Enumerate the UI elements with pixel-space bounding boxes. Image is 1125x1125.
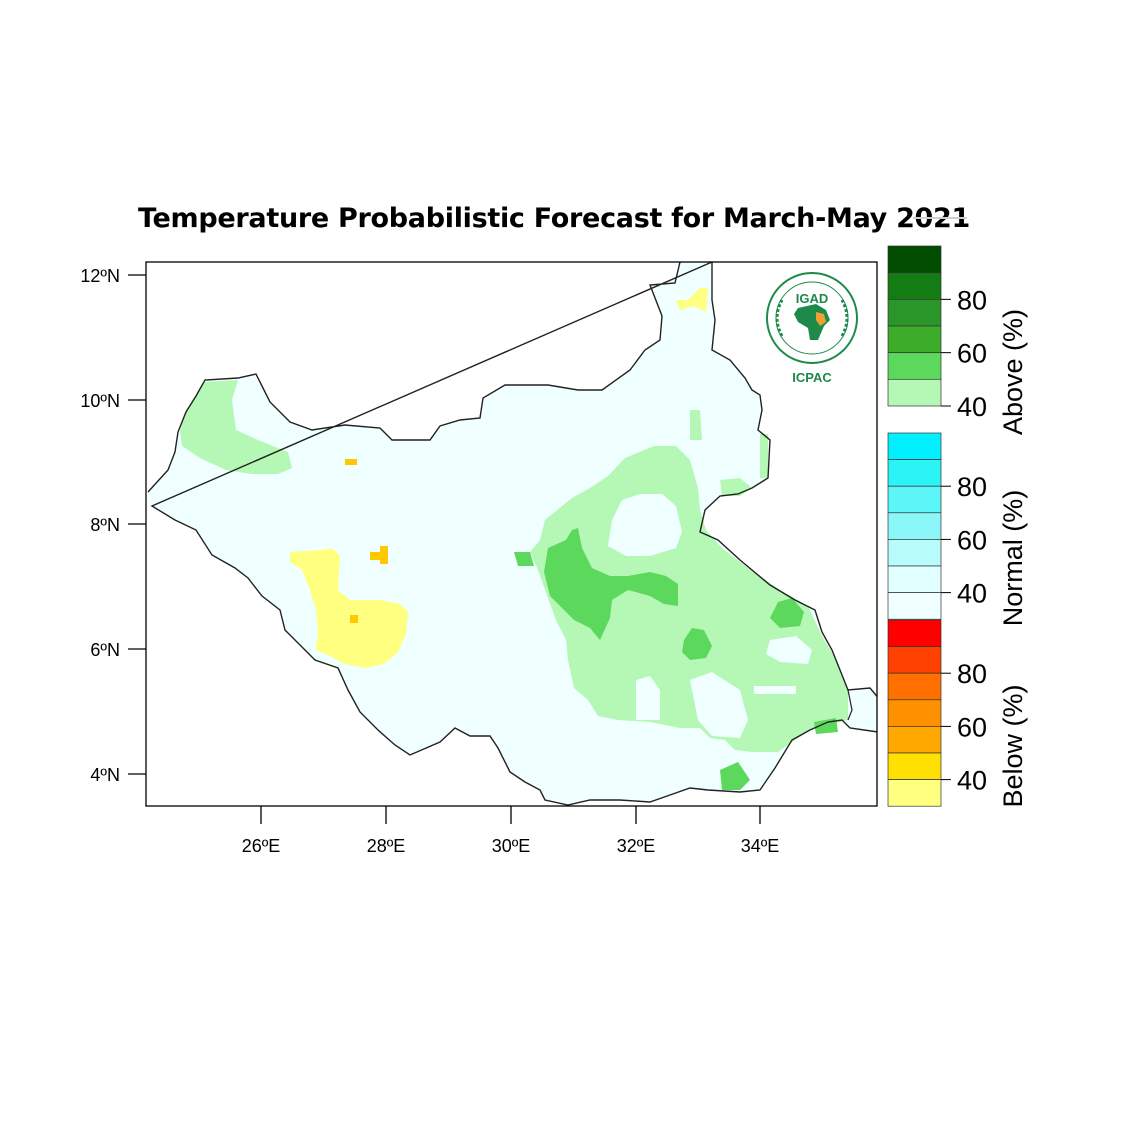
- neighbor-border: [847, 689, 853, 721]
- lon-tick-label: 34ºE: [741, 836, 780, 856]
- colorbar-tick-label: 60: [957, 712, 987, 742]
- colorbar-swatch: [887, 245, 942, 274]
- lat-tick-label: 8ºN: [90, 515, 120, 535]
- africa-icon: [794, 304, 830, 340]
- colorbar-tick-label: 40: [957, 579, 987, 609]
- colorbar-swatch: [887, 726, 942, 754]
- colorbar-swatch: [887, 378, 942, 407]
- colorbar-swatch: [887, 432, 942, 460]
- colorbar-swatch: [887, 325, 942, 354]
- lat-tick-label: 6ºN: [90, 640, 120, 660]
- colorbar-swatch: [887, 672, 942, 701]
- colorbar-swatch: [887, 565, 942, 593]
- probability-colorbar: 80 60 40 Above (%) 80 60 40 Normal (%) 80 60 40 Bel…: [887, 245, 1028, 808]
- lon-tick-label: 32ºE: [617, 836, 656, 856]
- colorbar-swatch: [887, 272, 942, 300]
- igad-icpac-logo: IGAD ICPAC: [766, 272, 858, 385]
- logo-subtitle: ICPAC: [792, 370, 832, 385]
- lon-tick-label: 30ºE: [492, 836, 531, 856]
- colorbar-group-label: Normal (%): [998, 490, 1028, 627]
- map-plot-area: [146, 262, 877, 806]
- lat-tick-label: 4ºN: [90, 765, 120, 785]
- colorbar-swatch: [887, 699, 942, 727]
- colorbar-swatch: [887, 619, 942, 647]
- latitude-axis: 12ºN 10ºN 8ºN 6ºN 4ºN: [80, 266, 146, 785]
- colorbar-swatch: [887, 592, 942, 620]
- colorbar-tick-label: 80: [957, 472, 987, 502]
- normal-holes: [608, 494, 812, 738]
- colorbar-swatch: [887, 752, 942, 780]
- lon-tick-label: 26ºE: [242, 836, 281, 856]
- colorbar-swatch: [887, 779, 942, 807]
- colorbar-swatch: [887, 512, 942, 540]
- above-45-areas: [514, 528, 838, 790]
- lat-tick-label: 12ºN: [80, 266, 120, 286]
- colorbar-swatch: [887, 459, 942, 487]
- country-border: [147, 262, 877, 806]
- map-title: Temperature Probabilistic Forecast for M…: [138, 203, 971, 234]
- colorbar-group-label: Below (%): [998, 684, 1028, 807]
- colorbar-tick-label: 40: [957, 392, 987, 422]
- colorbar-tick-label: 40: [957, 766, 987, 796]
- faint-caption-line: [913, 217, 967, 219]
- colorbar-tick-label: 80: [957, 659, 987, 689]
- colorbar-swatch: [887, 485, 942, 514]
- colorbar-swatch: [887, 646, 942, 674]
- colorbar-tick-label: 60: [957, 525, 987, 555]
- colorbar-swatch: [887, 298, 942, 327]
- logo-name: IGAD: [796, 291, 829, 306]
- below-40-areas: [290, 288, 708, 668]
- lat-tick-label: 10ºN: [80, 391, 120, 411]
- lon-tick-label: 28ºE: [367, 836, 406, 856]
- colorbar-group-label: Above (%): [998, 309, 1028, 435]
- colorbar-tick-label: 80: [957, 285, 987, 315]
- colorbar-swatch: [887, 539, 942, 567]
- colorbar-tick-label: 60: [957, 339, 987, 369]
- colorbar-swatch: [887, 352, 942, 380]
- above-40-areas: [180, 380, 848, 752]
- longitude-axis: 26ºE 28ºE 30ºE 32ºE 34ºE: [242, 806, 780, 856]
- below-45-spots: [345, 459, 388, 623]
